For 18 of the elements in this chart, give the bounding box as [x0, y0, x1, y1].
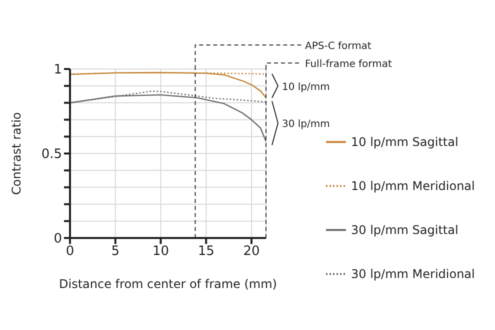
annotation: 30 lp/mm	[282, 119, 330, 130]
y-tick-label: 0	[54, 232, 62, 247]
x-axis-title: Distance from center of frame (mm)	[59, 277, 277, 291]
y-axis-title: Contrast ratio	[9, 112, 24, 195]
x-tick-label: 0	[66, 244, 74, 260]
annotation: 10 lp/mm	[282, 82, 330, 93]
x-tick-label: 5	[111, 244, 120, 260]
y-tick-label: 1	[54, 62, 62, 78]
x-tick-label: 20	[243, 244, 260, 260]
ref-line-label: APS-C format	[305, 41, 372, 52]
legend-label: 10 lp/mm Sagittal	[351, 135, 458, 149]
y-tick-label: 0.5	[41, 147, 62, 162]
legend-label: 30 lp/mm Sagittal	[351, 223, 458, 237]
x-tick-label: 10	[152, 244, 170, 260]
legend-label: 10 lp/mm Meridional	[351, 179, 475, 193]
x-tick-label: 15	[198, 244, 214, 260]
ref-line-label: Full-frame format	[305, 59, 392, 70]
legend-label: 30 lp/mm Meridional	[351, 267, 475, 281]
